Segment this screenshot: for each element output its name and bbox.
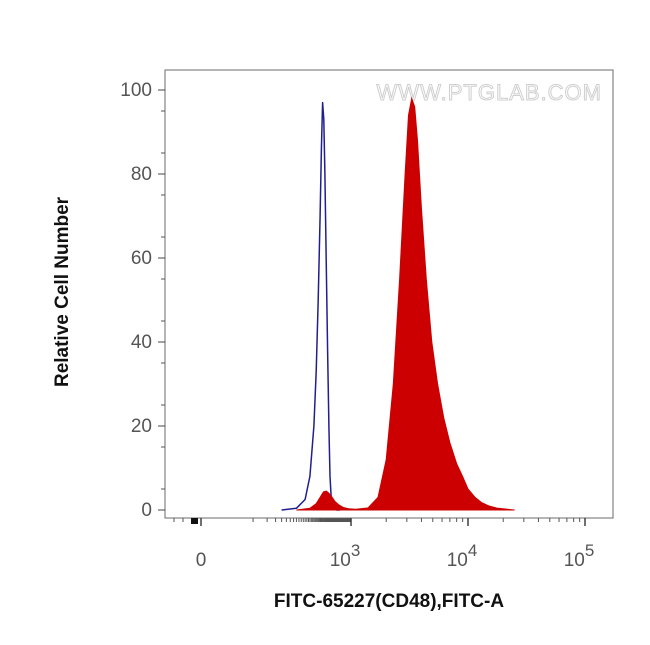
y-tick-label: 60 [131,248,152,269]
x-axis-title: FITC-65227(CD48),FITC-A [274,591,504,612]
watermark: WWW.PTGLAB.COM [377,80,602,105]
y-tick-label: 20 [131,416,152,437]
y-tick-label: 40 [131,332,152,353]
x-tick-label: 0 [196,550,207,571]
series-layer [281,96,515,511]
histogram-filled-series-1 [296,96,515,511]
axes-layer: 0 20 40 60 80 100 0 103 104 105 [120,80,594,571]
x-zero-marker [191,518,198,524]
x-tick-label: 104 [447,541,478,571]
y-tick-label: 80 [131,164,152,185]
x-tick-label: 103 [330,541,361,571]
x-tick-label: 105 [564,541,595,571]
y-tick-label: 100 [120,80,152,101]
y-axis-title: Relative Cell Number [52,196,73,387]
y-tick-label: 0 [141,500,152,521]
